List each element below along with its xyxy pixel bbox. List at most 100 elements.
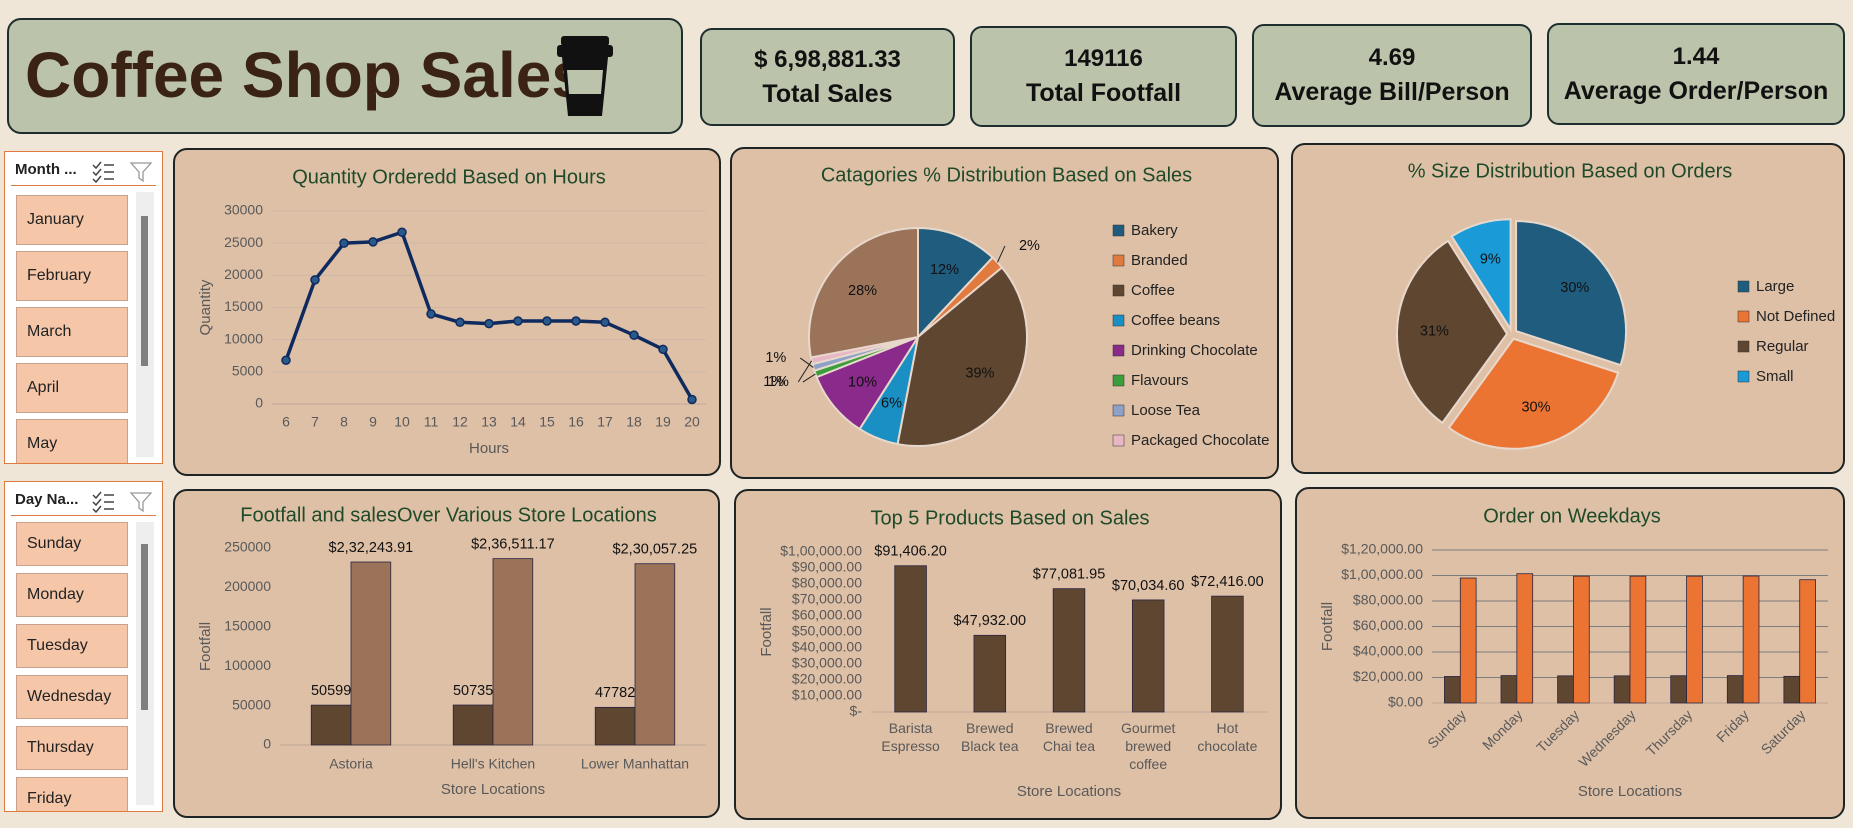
data-label: 1%: [763, 374, 784, 390]
y-tick-label: 25000: [224, 234, 263, 250]
bar: [310, 704, 352, 746]
bar: [452, 704, 494, 746]
x-tick-label: Saturday: [1758, 706, 1809, 757]
data-label: 2%: [1019, 238, 1040, 254]
leader-line: [800, 357, 814, 368]
leader-line: [797, 360, 813, 383]
data-label: 28%: [848, 283, 877, 299]
y-tick-label: 20000: [224, 266, 263, 282]
clear-filter[interactable]: [129, 492, 153, 513]
x-tick-label: Friday: [1713, 706, 1752, 745]
y-tick-label: 0: [255, 395, 263, 411]
bar: [1799, 579, 1816, 704]
bar: [1211, 595, 1244, 713]
y-tick-label: $90,000.00: [792, 559, 862, 575]
point: [687, 394, 697, 405]
slicer-item[interactable]: Wednesday: [16, 675, 128, 719]
pie-slice: [1515, 220, 1628, 367]
chart-panel: Quantity Orderedd Based on Hours 0 5000 100…: [173, 148, 721, 476]
scroll-thumb[interactable]: [141, 544, 148, 710]
slicer-divider: [11, 185, 156, 186]
pie-slice: [896, 266, 1028, 447]
slicer-item[interactable]: Friday: [16, 777, 128, 811]
y-tick-label: $0.00: [1388, 694, 1423, 710]
y-tick-label: $40,000.00: [1353, 643, 1423, 659]
bar: [1742, 575, 1760, 704]
y-axis-title: Footfall: [758, 607, 775, 656]
kpi-card: 149116 Total Footfall: [970, 26, 1237, 127]
bar: [1686, 575, 1703, 704]
y-tick-label: $20,000.00: [792, 671, 862, 687]
y-tick-label: 0: [263, 736, 271, 752]
bar: [894, 565, 927, 713]
clear-filter[interactable]: [129, 162, 153, 183]
legend-swatch: [1112, 404, 1125, 417]
scroll-thumb[interactable]: [141, 216, 148, 366]
point: [397, 227, 407, 237]
legend-swatch: [1112, 434, 1125, 447]
chart-panel: % Size Distribution Based on Orders 30% La…: [1291, 143, 1845, 474]
kpi-card: 4.69 Average Bill/Person: [1252, 24, 1532, 127]
x-tick-label: 11: [424, 414, 439, 430]
legend-label: Coffee beans: [1131, 312, 1220, 329]
legend-label: Packaged Chocolate: [1131, 432, 1269, 449]
slicer-item[interactable]: February: [16, 251, 128, 301]
y-tick-label: 15000: [224, 298, 263, 314]
y-tick-label: 5000: [232, 363, 263, 379]
y-tick-label: $60,000.00: [1353, 617, 1423, 633]
chart-title: Catagories % Distribution Based on Sales: [821, 164, 1192, 186]
x-tick-label: Wednesday: [1575, 706, 1638, 769]
y-tick-label: $-: [850, 703, 863, 719]
legend-swatch: [1112, 254, 1125, 267]
slicer-item[interactable]: Tuesday: [16, 624, 128, 668]
x-tick-label: 20: [684, 414, 700, 430]
point: [339, 238, 349, 248]
legend-label: Drinking Chocolate: [1131, 342, 1258, 359]
y-tick-label: 200000: [224, 578, 271, 594]
bar: [1573, 575, 1590, 704]
slicer-item[interactable]: January: [16, 195, 128, 245]
slicer-item[interactable]: Thursday: [16, 726, 128, 770]
x-tick-label: Astoria: [329, 756, 373, 772]
x-tick-label: Lower Manhattan: [581, 756, 689, 772]
slicer-title: Month ...: [15, 161, 77, 178]
y-tick-label: 100000: [224, 657, 271, 673]
slicer-title: Day Na...: [15, 491, 79, 508]
slicer-item[interactable]: April: [16, 363, 128, 413]
bar: [1516, 573, 1534, 704]
x-tick-label: 12: [452, 414, 468, 430]
x-tick-label: 19: [655, 414, 671, 430]
x-tick-label-box: Gourmet brewed coffee: [1121, 720, 1175, 772]
bar: [1726, 675, 1744, 704]
data-label: $47,932.00: [954, 613, 1027, 629]
x-tick-label: 13: [481, 414, 497, 430]
x-tick-label: 18: [626, 414, 642, 430]
slicer-item[interactable]: Sunday: [16, 522, 128, 566]
legend-label: Coffee: [1131, 282, 1175, 299]
data-label: 50599: [311, 683, 351, 699]
legend-label: Not Defined: [1756, 308, 1835, 325]
x-tick-label: Tuesday: [1533, 706, 1582, 755]
y-axis-title: Quantity: [197, 279, 214, 335]
slicer-item[interactable]: Monday: [16, 573, 128, 617]
legend-label: Loose Tea: [1131, 402, 1201, 419]
slicer-divider: [11, 515, 156, 516]
x-axis-title: Hours: [469, 440, 509, 457]
y-tick-label: 10000: [224, 330, 263, 346]
y-tick-label: $1,00,000.00: [780, 543, 862, 559]
data-label: 1%: [768, 374, 789, 390]
chart: Quantity Orderedd Based on Hours 0 5000 100…: [197, 166, 706, 457]
kpi-value: 1.44: [1672, 42, 1720, 70]
y-tick-label: $40,000.00: [792, 639, 862, 655]
point: [426, 309, 436, 319]
bar: [1444, 676, 1461, 704]
point: [484, 318, 494, 329]
slicer: Day Na... Sunday Monday Tuesday Wednesday Th…: [4, 481, 163, 812]
legend-swatch: [1112, 314, 1125, 327]
bar: [634, 563, 676, 746]
slicer-item[interactable]: May: [16, 419, 128, 463]
x-axis-title: Store Locations: [1578, 783, 1682, 800]
slicer-item[interactable]: March: [16, 307, 128, 357]
x-tick-label: 10: [394, 414, 410, 430]
legend-label: Branded: [1131, 252, 1188, 269]
